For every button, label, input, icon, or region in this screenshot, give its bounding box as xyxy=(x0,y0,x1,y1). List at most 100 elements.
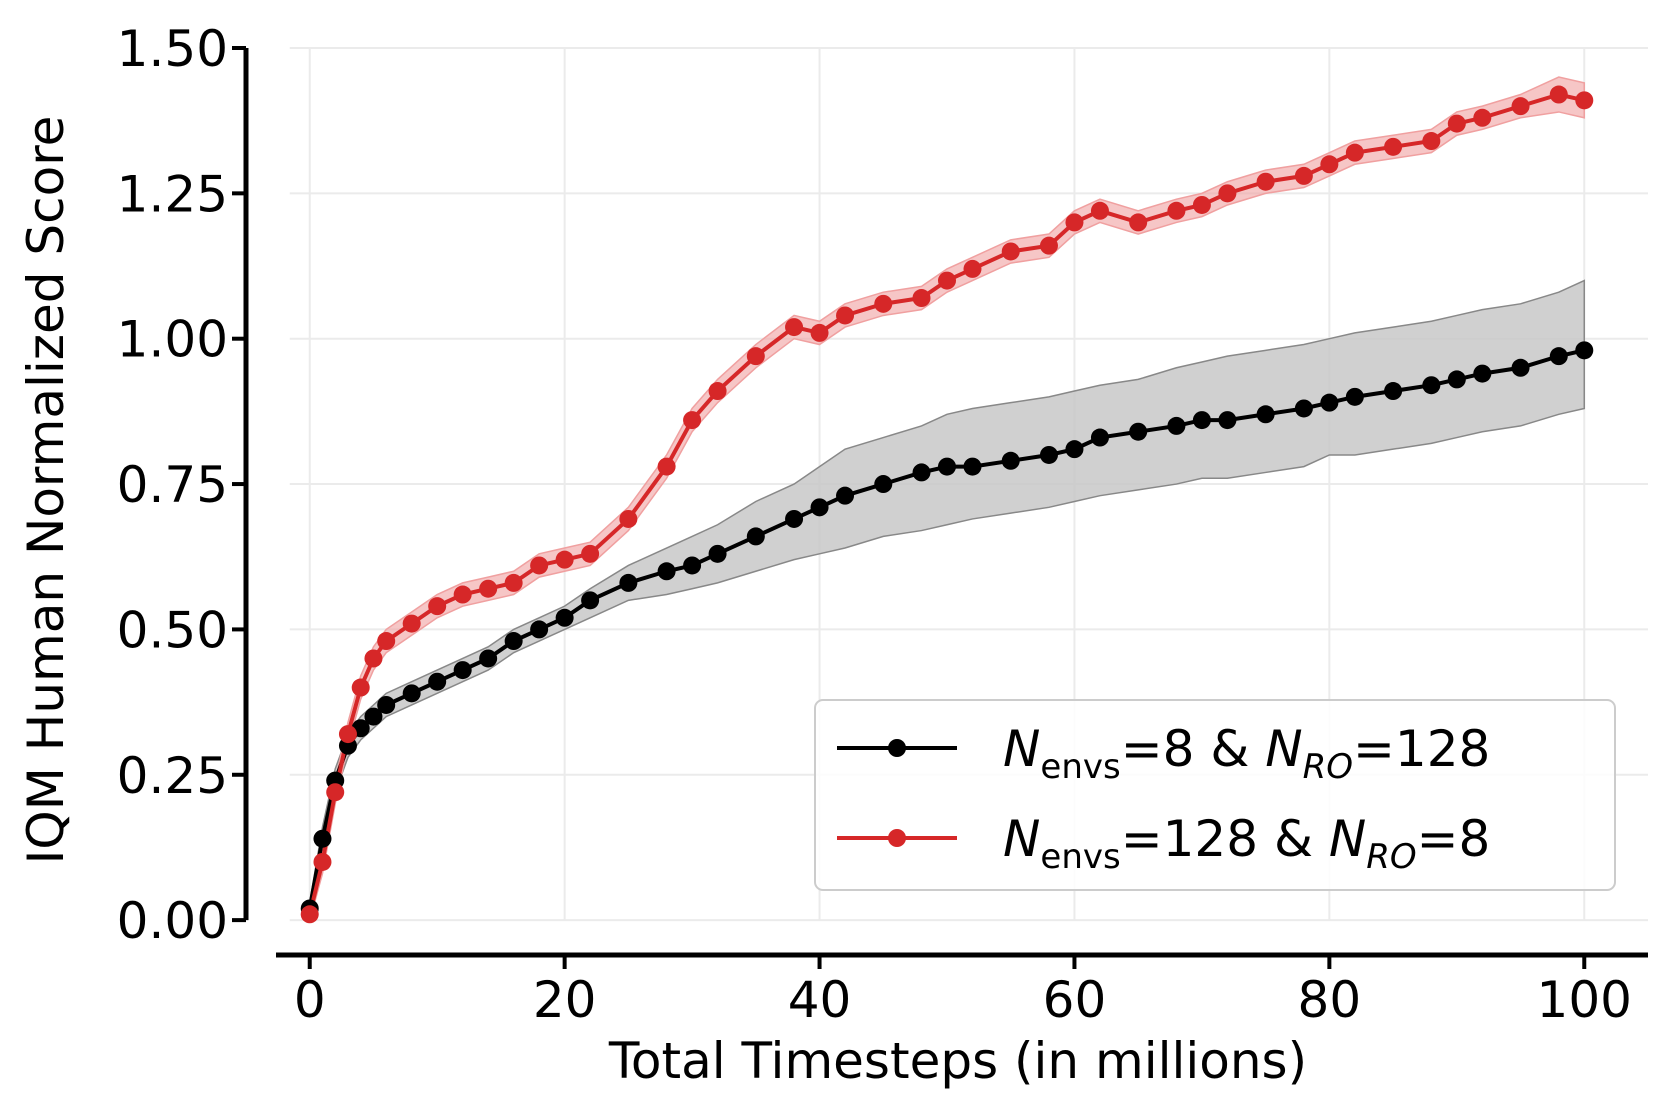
y-tick-label: 0.75 xyxy=(117,456,228,514)
data-point xyxy=(1422,376,1441,395)
confidence-band xyxy=(308,279,1586,915)
data-point xyxy=(453,585,472,604)
data-point xyxy=(938,271,956,290)
data-point xyxy=(581,591,600,610)
data-point xyxy=(1511,358,1530,377)
data-point xyxy=(963,457,982,476)
data-point xyxy=(836,486,855,505)
confidence-band xyxy=(308,76,1586,921)
data-point xyxy=(428,672,447,691)
data-point xyxy=(683,411,702,430)
y-tick-label: 1.00 xyxy=(117,311,228,369)
x-tick-label: 80 xyxy=(1298,971,1362,1029)
grid xyxy=(289,47,1648,922)
data-point xyxy=(300,905,319,924)
data-point xyxy=(479,649,498,668)
data-point xyxy=(1001,242,1020,261)
y-tick-label: 1.25 xyxy=(117,165,228,223)
data-point xyxy=(1065,440,1084,459)
data-point xyxy=(785,509,804,528)
data-point xyxy=(1320,393,1339,412)
data-point xyxy=(1422,132,1441,151)
data-point xyxy=(657,562,676,581)
data-point xyxy=(1473,108,1492,127)
x-tick-label: 60 xyxy=(1043,971,1107,1029)
data-point xyxy=(479,579,498,598)
data-point xyxy=(1001,451,1020,470)
data-point xyxy=(1218,184,1237,203)
data-point xyxy=(313,852,332,871)
data-point xyxy=(1384,382,1403,401)
data-point xyxy=(619,509,638,528)
data-point xyxy=(1447,370,1466,389)
data-point xyxy=(683,556,702,575)
data-point xyxy=(912,289,931,308)
data-point xyxy=(428,597,447,616)
x-tick-label: 20 xyxy=(533,971,597,1029)
series-points xyxy=(300,85,1594,924)
data-point xyxy=(1167,416,1186,435)
data-point xyxy=(1129,422,1148,441)
data-point xyxy=(708,544,727,563)
data-point xyxy=(619,573,638,592)
data-point xyxy=(1320,155,1339,174)
y-tick-label: 0.00 xyxy=(117,892,228,950)
data-point xyxy=(581,544,600,563)
data-point xyxy=(1384,137,1403,156)
data-point xyxy=(874,294,893,313)
data-point xyxy=(810,323,829,342)
data-point xyxy=(1511,97,1530,116)
series-line xyxy=(307,348,1585,909)
legend-marker xyxy=(888,739,906,757)
data-point xyxy=(1065,213,1084,232)
data-point xyxy=(377,632,396,651)
data-point xyxy=(351,678,370,697)
data-point xyxy=(1549,85,1568,104)
x-tick-label: 100 xyxy=(1537,971,1632,1029)
data-point xyxy=(1294,166,1313,185)
y-tick-label: 0.25 xyxy=(117,747,228,805)
data-point xyxy=(1575,341,1594,360)
x-tick-label: 0 xyxy=(294,971,326,1029)
x-tick-label: 40 xyxy=(788,971,852,1029)
data-point xyxy=(1167,201,1186,220)
data-point xyxy=(338,725,357,744)
legend-label: Nenvs=8 & NRO=128 xyxy=(1003,720,1490,787)
y-axis-label: IQM Human Normalized Score xyxy=(17,116,75,865)
data-point xyxy=(1256,405,1275,424)
legend-label: Nenvs=128 & NRO=8 xyxy=(1003,810,1490,877)
data-point xyxy=(874,475,893,494)
legend-marker xyxy=(888,829,906,847)
confidence-bands xyxy=(308,76,1586,921)
data-point xyxy=(555,550,574,569)
data-point xyxy=(504,632,523,651)
data-point xyxy=(364,707,383,726)
data-point xyxy=(530,620,549,639)
data-point xyxy=(708,382,727,401)
legend: Nenvs=8 & NRO=128 Nenvs=128 & NRO=8 xyxy=(814,699,1616,891)
data-point xyxy=(938,457,956,476)
data-point xyxy=(1039,445,1058,464)
series-lines xyxy=(307,92,1585,915)
data-point xyxy=(364,649,383,668)
data-point xyxy=(746,527,765,546)
data-point xyxy=(377,695,396,714)
data-point xyxy=(1192,195,1211,214)
data-point xyxy=(785,318,804,337)
data-point xyxy=(963,259,982,278)
data-point xyxy=(1129,213,1148,232)
data-point xyxy=(530,556,549,575)
data-point xyxy=(1218,411,1237,430)
data-point xyxy=(1549,347,1568,366)
data-point xyxy=(1294,399,1313,418)
x-axis-label: Total Timesteps (in millions) xyxy=(608,1032,1307,1090)
data-point xyxy=(1192,411,1211,430)
data-point xyxy=(402,614,421,633)
data-point xyxy=(326,783,345,802)
data-point xyxy=(1090,428,1109,447)
data-point xyxy=(912,463,931,482)
y-tick-label: 0.50 xyxy=(117,601,228,659)
data-point xyxy=(313,829,332,848)
data-point xyxy=(1575,91,1594,110)
